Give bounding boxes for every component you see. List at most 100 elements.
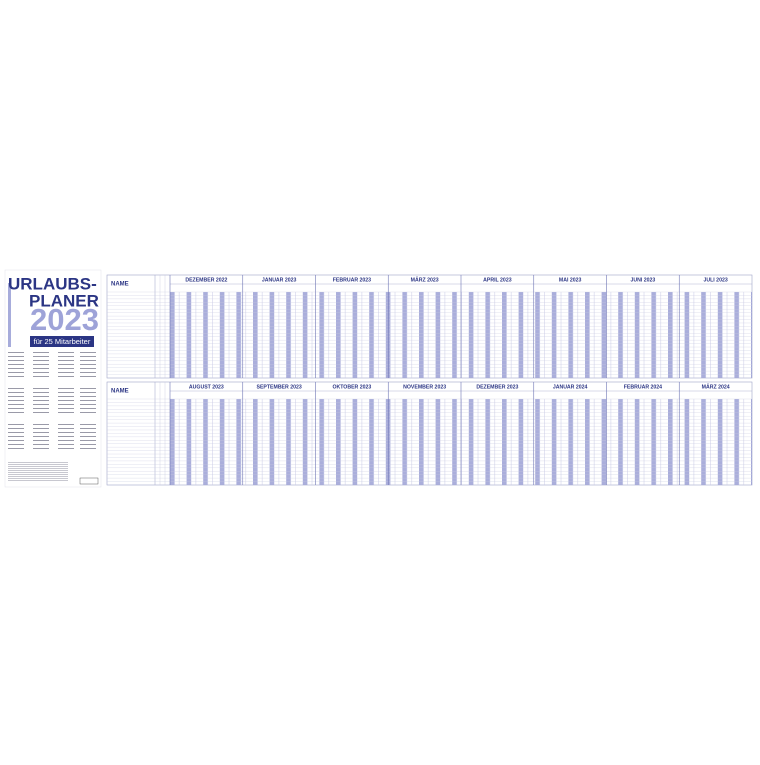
month-label: SEPTEMBER 2023 [256,384,301,390]
fine-line [33,428,49,429]
fine-line [8,466,68,467]
month-label: APRIL 2023 [483,277,512,283]
fine-line [80,448,96,449]
fine-line [8,480,68,481]
fine-line [80,388,96,389]
fine-line [58,388,74,389]
fine-line [8,474,68,475]
fine-line [58,448,74,449]
fine-line [33,392,49,393]
fine-line [80,424,96,425]
fine-line [8,468,68,469]
fine-line [8,392,24,393]
sidebar-accent [8,283,11,347]
fine-line [8,436,24,437]
fine-line [80,440,96,441]
fine-line [58,368,74,369]
fine-line [33,400,49,401]
fine-line [8,408,24,409]
month-label: MAI 2023 [559,277,582,283]
fine-line [33,444,49,445]
fine-line [8,444,24,445]
fine-line [8,464,68,465]
fine-line [80,372,96,373]
barcode [79,477,99,485]
fine-line [58,352,74,353]
year: 2023 [30,302,99,337]
month-label: AUGUST 2023 [189,384,224,390]
month-label: MÄRZ 2024 [702,383,730,390]
fine-line [80,408,96,409]
fine-line [8,364,24,365]
month-label: JANUAR 2024 [553,384,588,390]
fine-line [8,388,24,389]
fine-line [8,372,24,373]
fine-line [33,352,49,353]
fine-line [80,376,96,377]
fine-line [80,432,96,433]
fine-line [80,400,96,401]
fine-line [8,462,68,463]
subtitle-box [30,336,94,347]
fine-line [33,368,49,369]
fine-line [33,412,49,413]
fine-line [80,404,96,405]
fine-line [8,396,24,397]
fine-line [33,404,49,405]
month-label: DEZEMBER 2022 [185,277,227,283]
fine-line [58,440,74,441]
fine-line [58,356,74,357]
month-label: OKTOBER 2023 [332,384,371,390]
month-label: JULI 2023 [704,277,728,283]
month-label: JUNI 2023 [630,277,655,283]
fine-line [8,400,24,401]
fine-line [33,448,49,449]
month-label: MÄRZ 2023 [411,276,439,283]
fine-line [58,424,74,425]
fine-line [8,404,24,405]
fine-line [33,424,49,425]
fine-line [33,364,49,365]
fine-line [80,392,96,393]
fine-line [33,436,49,437]
month-label: JANUAR 2023 [262,277,297,283]
fine-line [58,408,74,409]
fine-line [33,432,49,433]
fine-line [33,408,49,409]
fine-line [58,444,74,445]
fine-line [58,396,74,397]
fine-line [8,424,24,425]
fine-line [8,352,24,353]
fine-line [80,436,96,437]
fine-line [58,392,74,393]
fine-line [80,412,96,413]
fine-line [33,360,49,361]
fine-line [8,472,68,473]
fine-line [33,376,49,377]
fine-line [8,356,24,357]
fine-line [8,412,24,413]
title-line2: PLANER [29,291,99,310]
fine-line [8,478,68,479]
fine-line [33,372,49,373]
fine-line [8,428,24,429]
fine-line [8,470,68,471]
subtitle: für 25 Mitarbeiter [34,337,91,346]
fine-line [58,428,74,429]
name-header: NAME [111,282,129,288]
fine-line [58,412,74,413]
fine-line [58,364,74,365]
fine-line [8,432,24,433]
fine-line [33,396,49,397]
month-label: FEBRUAR 2024 [624,384,662,390]
fine-line [33,356,49,357]
fine-print [8,352,96,481]
fine-line [80,352,96,353]
month-label: NOVEMBER 2023 [403,384,446,390]
fine-line [58,400,74,401]
fine-line [58,360,74,361]
fine-line [80,428,96,429]
fine-line [58,436,74,437]
fine-line [8,448,24,449]
